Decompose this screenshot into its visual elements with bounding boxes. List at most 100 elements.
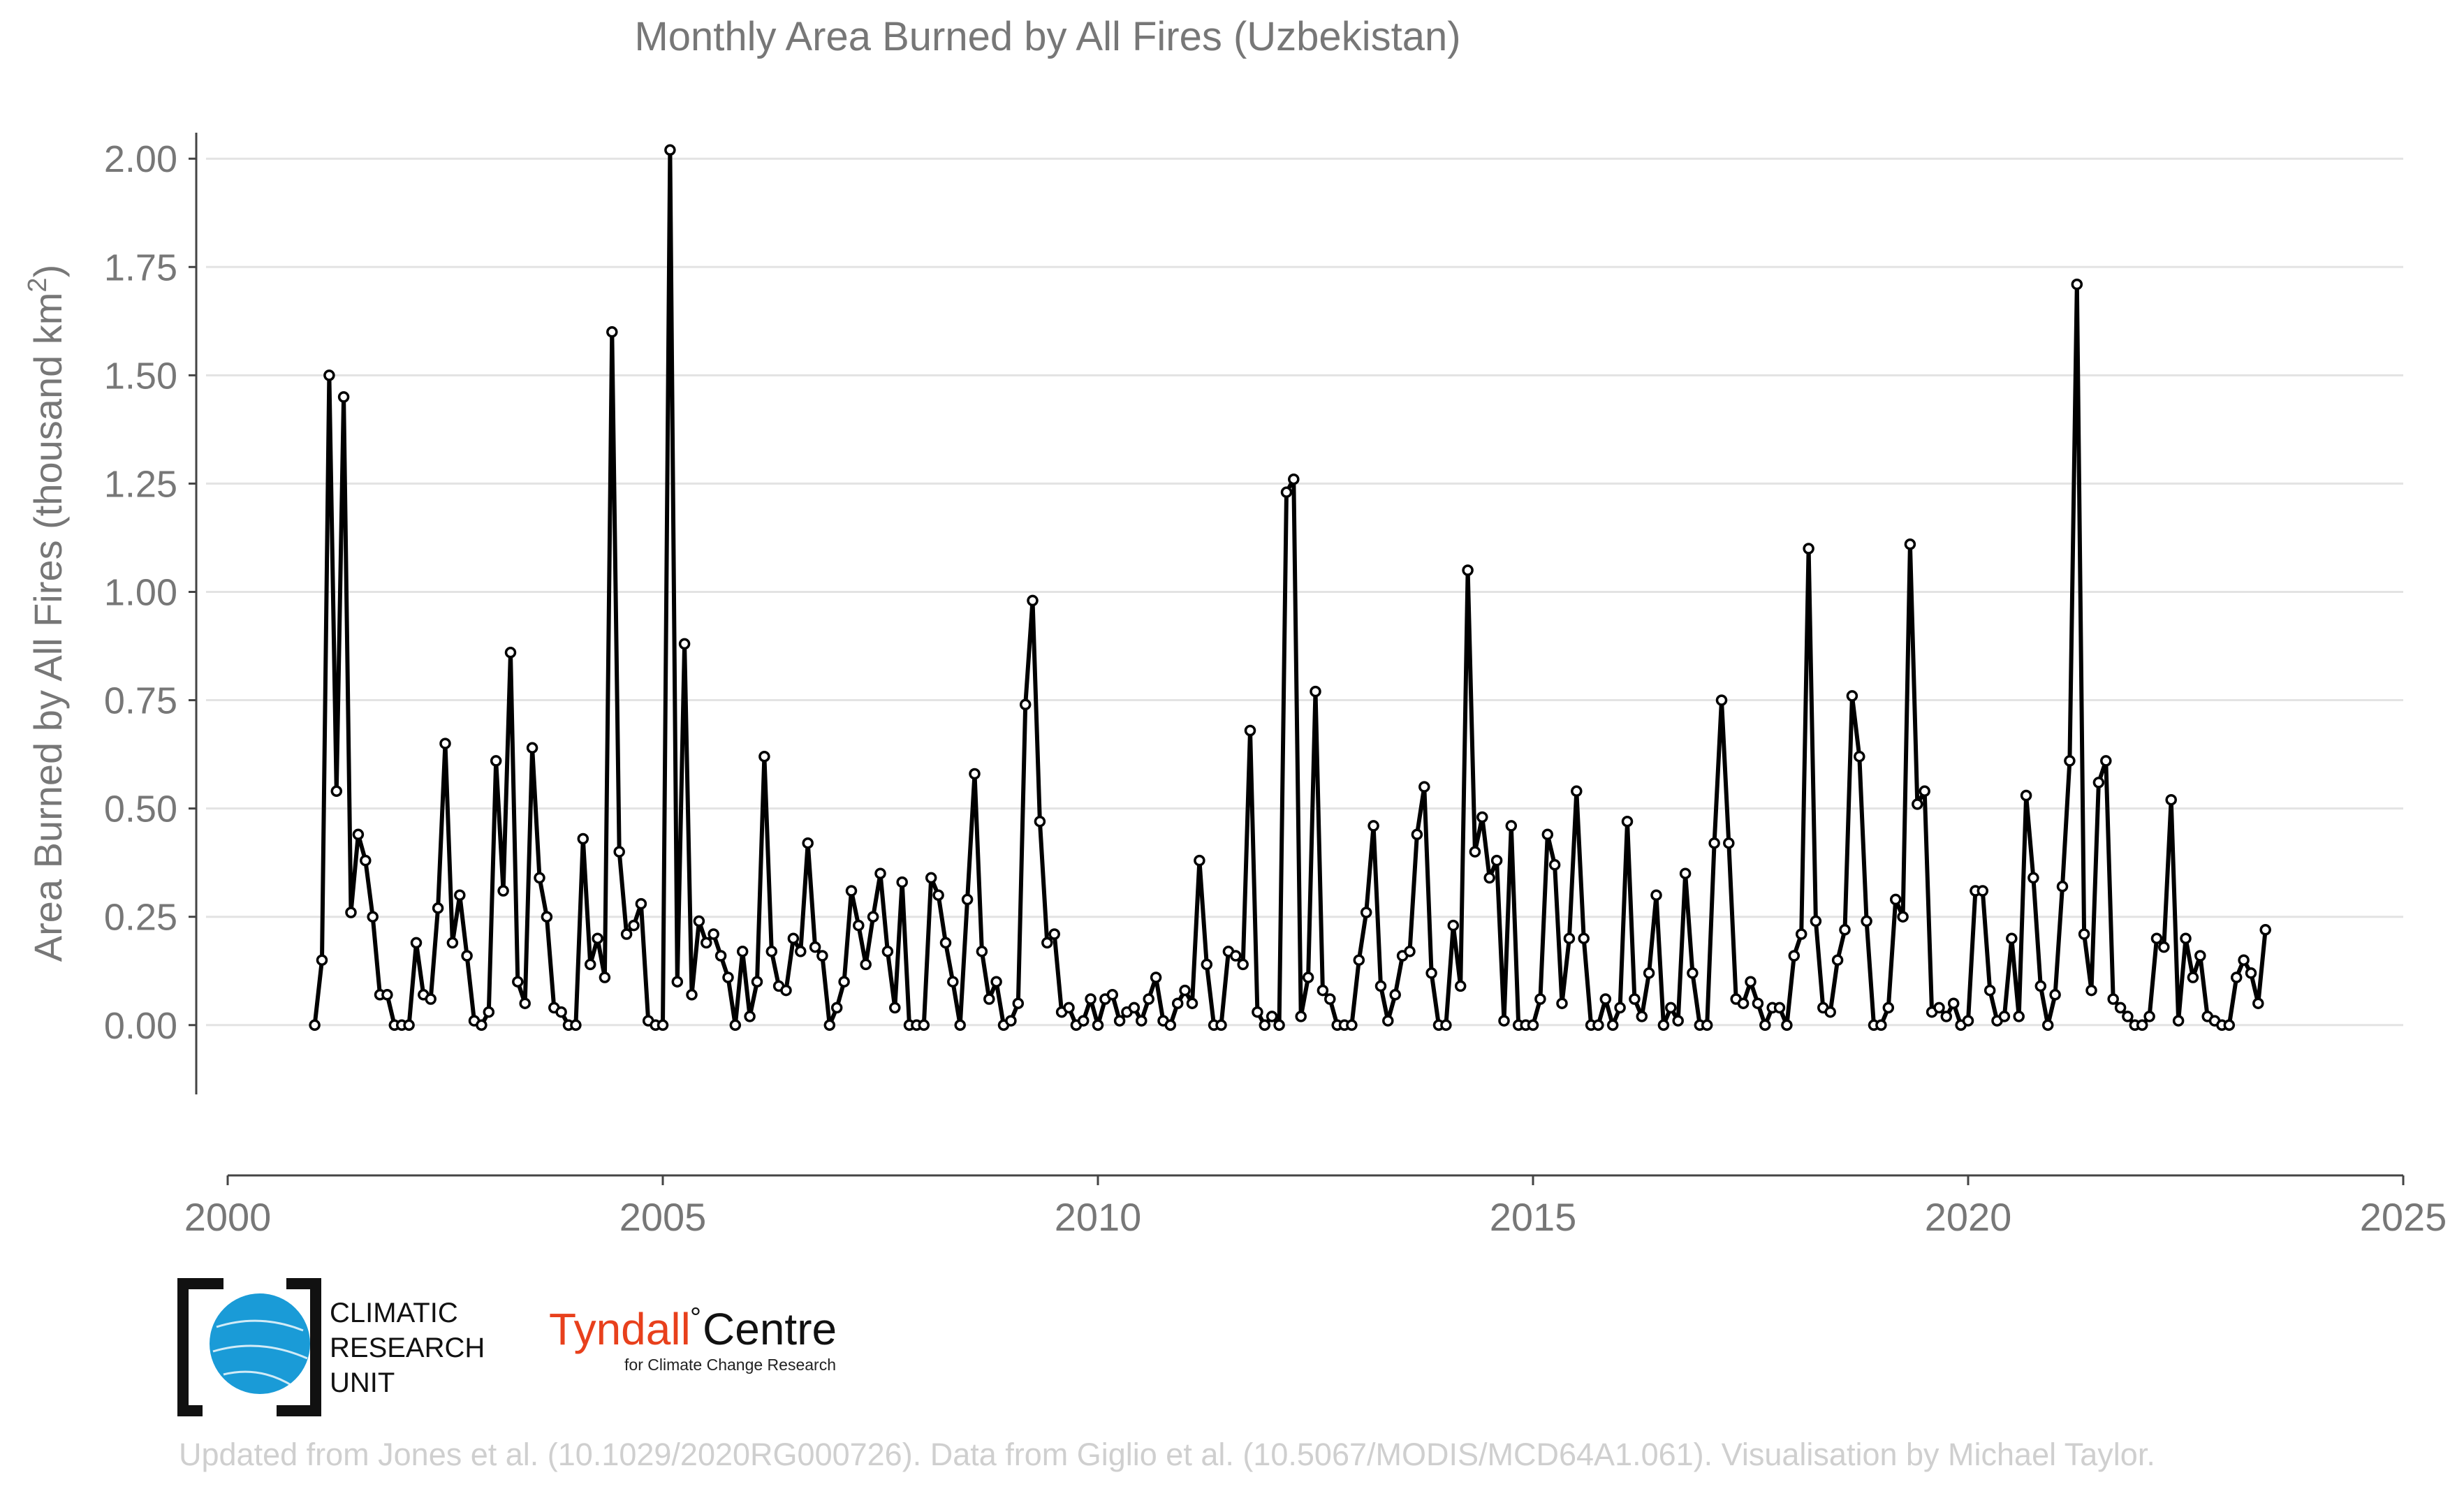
data-point — [802, 837, 814, 849]
data-point — [729, 1019, 742, 1032]
data-point — [1447, 919, 1460, 932]
data-point — [2172, 1015, 2185, 1027]
data-point — [823, 1019, 836, 1032]
cru-logo-line2: RESEARCH — [330, 1333, 485, 1363]
tyndall-logo-subtitle: for Climate Change Research — [624, 1356, 836, 1374]
data-point — [1657, 1019, 1670, 1032]
data-point — [1150, 971, 1162, 983]
data-point — [1215, 1019, 1227, 1032]
data-point — [432, 902, 444, 914]
data-point — [1317, 984, 1329, 997]
data-point — [1302, 971, 1314, 983]
data-point — [1933, 1002, 1945, 1014]
data-point — [1230, 950, 1242, 962]
data-point — [2092, 777, 2105, 788]
data-point — [2230, 971, 2243, 983]
data-point — [2006, 932, 2018, 944]
globe-icon-lines — [212, 1319, 308, 1388]
data-point — [954, 1019, 966, 1032]
data-point — [1824, 1006, 1836, 1018]
footer-attribution: Updated from Jones et al. (10.1029/2020R… — [179, 1437, 2155, 1472]
data-point — [2194, 950, 2206, 962]
globe-icon — [210, 1293, 310, 1394]
series-area-burned — [309, 144, 2271, 1032]
data-point — [1244, 724, 1256, 737]
data-point — [2223, 1019, 2236, 1032]
data-point — [1469, 846, 1481, 858]
data-point — [1854, 750, 1865, 763]
data-point — [1382, 1015, 1394, 1027]
data-point — [1708, 837, 1720, 849]
data-point — [2114, 1002, 2127, 1014]
data-point — [620, 928, 633, 940]
data-point — [1483, 872, 1495, 884]
data-point — [613, 846, 625, 858]
y-axis-label-main: Area Burned by All Fires (thousand km — [26, 293, 70, 962]
data-point — [1983, 984, 1996, 997]
data-point — [1092, 1019, 1104, 1032]
data-point — [2085, 984, 2097, 997]
data-point — [1846, 690, 1858, 702]
data-point — [1411, 828, 1423, 841]
data-point — [701, 937, 712, 949]
data-point — [541, 911, 553, 923]
y-axis-label: Area Burned by All Fires (thousand km2) — [23, 265, 70, 962]
y-tick-label: 1.75 — [104, 247, 177, 288]
data-point — [1280, 486, 1293, 499]
data-point — [1404, 946, 1416, 958]
data-point — [707, 928, 719, 940]
data-point — [867, 911, 879, 923]
data-point — [1106, 989, 1119, 1001]
data-point — [1534, 993, 1546, 1005]
data-point — [1085, 993, 1097, 1005]
data-point — [2013, 1011, 2025, 1022]
data-point — [1012, 997, 1025, 1009]
data-point — [1288, 473, 1300, 485]
data-point — [939, 937, 952, 949]
data-point — [1563, 932, 1576, 944]
data-point — [1759, 1019, 1771, 1032]
data-point — [555, 1006, 567, 1018]
data-point — [2245, 967, 2257, 979]
data-point — [1875, 1019, 1887, 1032]
data-point — [1019, 698, 1032, 711]
data-point — [1636, 1011, 1648, 1022]
data-point — [1505, 820, 1518, 832]
data-point — [2238, 954, 2250, 966]
data-point — [758, 750, 770, 763]
cru-logo-line1: CLIMATIC — [330, 1298, 458, 1328]
data-point — [881, 946, 894, 958]
data-point — [1266, 1011, 1278, 1022]
data-point — [1164, 1019, 1177, 1032]
data-point — [1578, 932, 1590, 944]
data-point — [1063, 1002, 1075, 1014]
data-point — [1629, 993, 1641, 1005]
data-point — [1882, 1002, 1895, 1014]
data-point — [1425, 967, 1437, 979]
tyndall-logo: Tyndall ° Centre for Climate Change Rese… — [549, 1303, 837, 1374]
data-point — [1919, 785, 1930, 798]
y-tick-label: 0.75 — [104, 680, 177, 722]
data-point — [1803, 543, 1814, 555]
data-point — [323, 369, 335, 381]
data-point — [990, 976, 1002, 988]
data-point — [795, 946, 807, 958]
data-point — [896, 876, 908, 888]
data-point — [635, 897, 647, 910]
data-point — [439, 738, 451, 749]
data-point — [1571, 785, 1583, 798]
y-axis-label-close: ) — [26, 265, 70, 278]
data-point — [1947, 997, 1960, 1009]
data-point — [381, 989, 393, 1001]
y-tick-label: 1.50 — [104, 355, 177, 397]
data-point — [1252, 1006, 1263, 1018]
data-point — [2056, 881, 2069, 893]
data-point — [345, 907, 357, 918]
data-point — [874, 867, 886, 879]
data-point — [1136, 1015, 1147, 1027]
data-point — [889, 1002, 901, 1014]
data-point — [693, 915, 705, 927]
data-point — [1599, 993, 1612, 1005]
cru-logo-line3: UNIT — [330, 1367, 395, 1398]
data-point — [2034, 980, 2047, 992]
